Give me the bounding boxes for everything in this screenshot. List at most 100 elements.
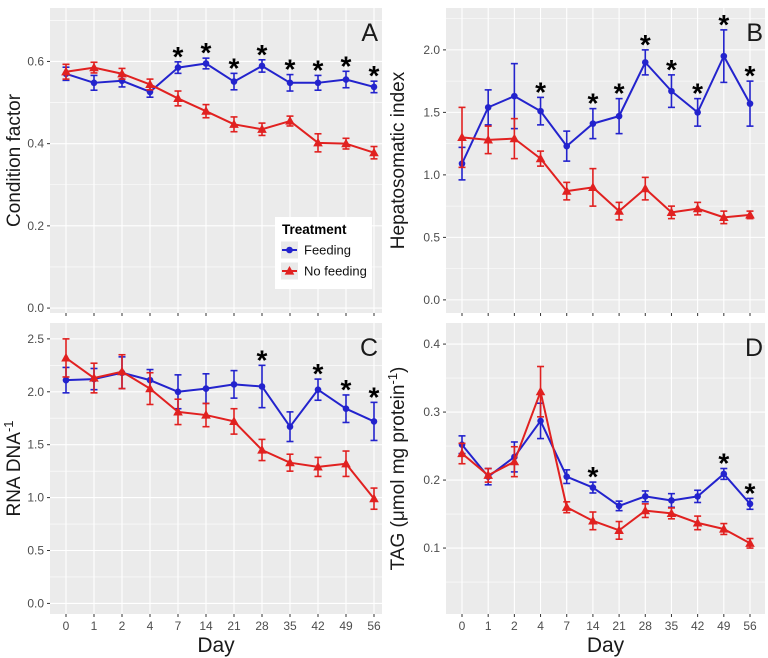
plot-area — [446, 323, 765, 614]
plot-area — [446, 8, 765, 313]
feeding-marker — [202, 385, 210, 392]
no-feeding-marker — [369, 493, 379, 503]
no-feeding-marker — [561, 502, 572, 511]
feeding-marker — [641, 493, 649, 500]
no-feeding-marker — [201, 410, 211, 419]
no-feeding-marker — [719, 524, 729, 533]
feeding-marker — [720, 470, 728, 478]
y-tick-label: 2.0 — [423, 43, 440, 57]
no-feeding-marker — [313, 137, 323, 147]
significance-asterisk: * — [173, 41, 184, 72]
no-feeding-marker — [614, 206, 624, 215]
no-feeding-marker — [257, 124, 267, 133]
significance-asterisk: * — [745, 477, 756, 508]
significance-asterisks: * * * * * * * * — [535, 9, 755, 119]
x-tick-label: 56 — [367, 619, 381, 633]
no-feeding-marker — [173, 406, 183, 416]
y-tick-label: 0.2 — [423, 473, 440, 487]
gridlines — [50, 323, 382, 614]
y-tick-label: 0.1 — [423, 541, 440, 555]
no-feeding-marker — [614, 525, 624, 534]
no-feeding-marker — [509, 456, 520, 466]
x-tick-label: 56 — [743, 619, 757, 633]
feeding-marker — [589, 484, 597, 491]
feeding-marker — [342, 76, 350, 83]
panel-c: 0.0 0.5 1.0 1.5 2.0 2.5 0 1 2 4 7 14 21 28 35 42 49 56 Day… — [1, 323, 382, 657]
series-feeding — [62, 57, 378, 98]
y-tick-label: 0.5 — [423, 230, 440, 244]
y-tick-label: 0.0 — [423, 293, 440, 307]
feeding-marker — [370, 83, 378, 91]
feeding-marker — [537, 107, 544, 115]
y-axis-title: Condition factor — [4, 93, 25, 227]
no-feeding-marker — [535, 153, 546, 163]
no-feeding-marker — [341, 138, 351, 148]
panel-d: 0.1 0.2 0.3 0.4 0 1 2 4 7 14 21 28 35 42 49 56 Day TAG (μ… — [385, 323, 765, 657]
feeding-marker — [694, 109, 701, 116]
x-tick-label: 4 — [537, 619, 544, 633]
no-feeding-marker — [509, 133, 520, 143]
x-axis-title: Day — [587, 634, 625, 657]
data-line-feeding — [461, 419, 751, 507]
no-feeding-marker — [257, 444, 267, 454]
feeding-marker — [174, 388, 182, 396]
x-tick-label: 2 — [511, 619, 518, 633]
panel-label: B — [746, 19, 763, 47]
x-tick-label: 42 — [311, 619, 325, 633]
no-feeding-marker — [313, 461, 323, 471]
feeding-marker — [62, 376, 70, 384]
significance-asterisks: * * * — [587, 448, 755, 509]
no-feeding-marker — [145, 79, 155, 89]
no-feeding-marker — [229, 119, 239, 128]
y-tick-label: 1.5 — [423, 105, 440, 119]
feeding-marker — [694, 493, 701, 500]
feeding-marker — [615, 502, 623, 510]
x-tick-label: 14 — [586, 619, 600, 633]
x-tick-label: 4 — [147, 619, 154, 633]
no-feeding-marker — [61, 352, 71, 362]
feeding-marker — [286, 79, 294, 87]
significance-asterisk: * — [587, 88, 598, 119]
no-feeding-marker — [117, 68, 127, 78]
x-tick-label: 0 — [459, 619, 466, 633]
no-feeding-marker — [457, 448, 467, 458]
y-tick-label: 0.3 — [423, 405, 440, 419]
significance-asterisk: * — [587, 461, 598, 492]
legend-key-triangle-icon — [284, 266, 295, 275]
significance-asterisk: * — [718, 448, 729, 479]
x-tick-label: 42 — [691, 619, 705, 633]
no-feeding-marker — [285, 116, 295, 125]
series-no-feeding — [61, 338, 379, 511]
no-feeding-marker — [692, 203, 703, 213]
significance-asterisk: * — [229, 52, 240, 83]
x-tick-label: 35 — [283, 619, 297, 633]
significance-asterisk: * — [640, 29, 651, 60]
panel-label: D — [745, 334, 763, 362]
significance-asterisk: * — [313, 358, 324, 389]
no-feeding-marker — [369, 147, 379, 157]
no-feeding-marker — [483, 134, 493, 144]
feeding-marker — [484, 104, 492, 111]
series-no-feeding — [457, 365, 755, 549]
x-axis-title: Day — [197, 634, 235, 657]
no-feeding-marker — [89, 373, 99, 382]
feeding-marker — [230, 381, 238, 388]
y-tick-label: 2.0 — [27, 385, 44, 399]
significance-asterisk: * — [369, 60, 380, 91]
legend-label-feeding: Feeding — [304, 243, 351, 258]
no-feeding-marker — [89, 62, 99, 72]
y-tick-label: 0.2 — [27, 219, 44, 233]
significance-asterisks: * * * * * * * * — [173, 37, 380, 91]
no-feeding-marker — [719, 212, 729, 221]
data-line-feeding — [461, 55, 751, 165]
y-axis-title: TAG (μmol mg protein-1) — [385, 367, 409, 571]
y-tick-label: 0.5 — [27, 544, 44, 558]
x-tick-label: 28 — [639, 619, 653, 633]
feeding-marker — [641, 59, 649, 66]
significance-asterisk: * — [341, 50, 352, 81]
significance-asterisk: * — [369, 381, 380, 412]
panel-label: C — [360, 334, 378, 362]
no-feeding-marker — [745, 209, 755, 219]
panel-a: 0.0 0.2 0.4 0.6 Condition factor * * * * * * * * A — [4, 8, 382, 316]
feeding-marker — [286, 423, 294, 431]
